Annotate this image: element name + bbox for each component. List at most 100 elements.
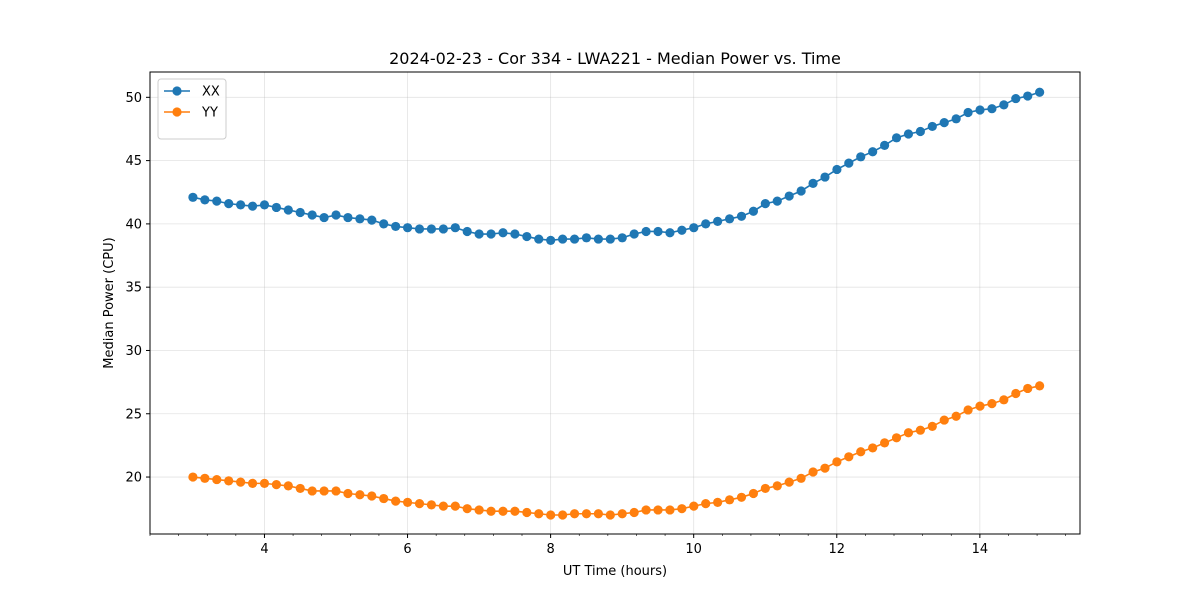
data-point-xx (379, 219, 389, 229)
data-point-xx (796, 186, 806, 196)
data-point-xx (462, 226, 472, 237)
data-point-xx (987, 104, 997, 114)
ticks: 4 6 8 10 12 14 20 25 30 35 40 45 50 (125, 91, 1066, 557)
data-point-yy (367, 491, 377, 501)
data-point-xx (689, 223, 699, 233)
data-point-yy (247, 478, 258, 488)
data-point-xx (617, 233, 627, 243)
data-point-xx (200, 195, 210, 205)
data-point-xx (677, 225, 687, 235)
data-point-xx (653, 226, 663, 237)
data-point-yy (903, 428, 914, 438)
data-point-yy (438, 501, 448, 511)
data-point-yy (188, 472, 198, 482)
data-point-yy (856, 447, 866, 457)
data-point-yy (701, 499, 711, 509)
x-tick-label: 14 (972, 542, 989, 557)
data-point-yy (569, 509, 580, 519)
data-point-xx (939, 118, 949, 128)
data-point-xx (927, 121, 937, 132)
data-point-xx (736, 211, 747, 221)
data-point-yy (927, 421, 937, 432)
data-point-xx (498, 228, 508, 238)
data-point-xx (247, 201, 258, 211)
data-point-xx (283, 205, 293, 215)
data-point-yy (844, 452, 854, 462)
legend-marker-xx (172, 86, 182, 96)
data-point-xx (581, 233, 592, 243)
series-xx (188, 87, 1045, 245)
data-point-yy (271, 480, 281, 490)
data-point-xx (975, 105, 985, 115)
data-point-xx (402, 223, 413, 233)
y-tick-label: 25 (125, 407, 142, 422)
data-point-xx (486, 229, 496, 239)
legend-marker-yy (172, 107, 182, 117)
data-point-xx (391, 221, 401, 232)
data-point-xx (605, 234, 615, 244)
data-point-xx (319, 212, 329, 223)
data-point-xx (808, 178, 818, 188)
data-point-xx (784, 191, 794, 201)
data-point-yy (915, 425, 925, 435)
data-point-xx (1023, 91, 1033, 101)
data-point-yy (450, 501, 460, 511)
data-point-xx (307, 210, 317, 220)
data-point-yy (236, 477, 246, 487)
data-point-xx (474, 229, 484, 239)
data-point-xx (224, 199, 234, 209)
data-point-xx (438, 224, 448, 234)
data-point-yy (546, 510, 556, 520)
x-tick-label: 12 (828, 542, 845, 557)
data-point-xx (1011, 93, 1021, 104)
data-point-xx (951, 114, 961, 124)
data-point-yy (868, 443, 878, 453)
grid (150, 72, 1080, 534)
y-tick-label: 30 (125, 344, 142, 359)
data-point-xx (760, 199, 770, 209)
y-tick-label: 50 (125, 91, 142, 106)
data-point-xx (188, 192, 198, 202)
data-point-xx (593, 234, 603, 244)
data-point-yy (283, 481, 293, 491)
data-point-yy (796, 473, 806, 483)
data-point-xx (629, 229, 639, 239)
data-point-xx (331, 210, 341, 220)
data-point-yy (510, 506, 520, 516)
data-point-xx (558, 234, 568, 244)
data-point-xx (367, 215, 377, 225)
legend: XX YY (157, 78, 227, 140)
data-point-yy (355, 490, 365, 500)
data-point-xx (880, 140, 890, 151)
data-point-yy (534, 509, 544, 519)
data-point-yy (760, 483, 770, 494)
data-point-yy (975, 401, 985, 411)
data-point-xx (856, 152, 866, 162)
y-tick-label: 20 (125, 471, 142, 486)
data-point-yy (963, 405, 973, 415)
data-point-xx (522, 231, 532, 242)
series-yy (188, 381, 1045, 520)
data-point-yy (951, 411, 961, 421)
plot-frame (149, 71, 1081, 535)
data-point-yy (1011, 388, 1021, 399)
data-point-xx (1035, 87, 1045, 97)
data-point-xx (569, 234, 580, 244)
data-point-xx (701, 219, 711, 229)
data-point-yy (665, 505, 675, 515)
data-point-xx (963, 107, 973, 118)
data-point-xx (641, 226, 651, 237)
data-point-yy (1035, 381, 1045, 391)
data-point-xx (426, 224, 437, 234)
x-tick-label: 10 (685, 542, 702, 557)
data-point-yy (462, 504, 472, 514)
data-point-xx (832, 164, 842, 175)
data-point-xx (271, 202, 281, 213)
data-point-yy (581, 509, 592, 519)
data-point-xx (343, 212, 353, 223)
data-point-yy (689, 501, 699, 511)
data-point-yy (820, 463, 830, 473)
data-point-xx (295, 207, 305, 218)
data-point-xx (891, 133, 902, 143)
